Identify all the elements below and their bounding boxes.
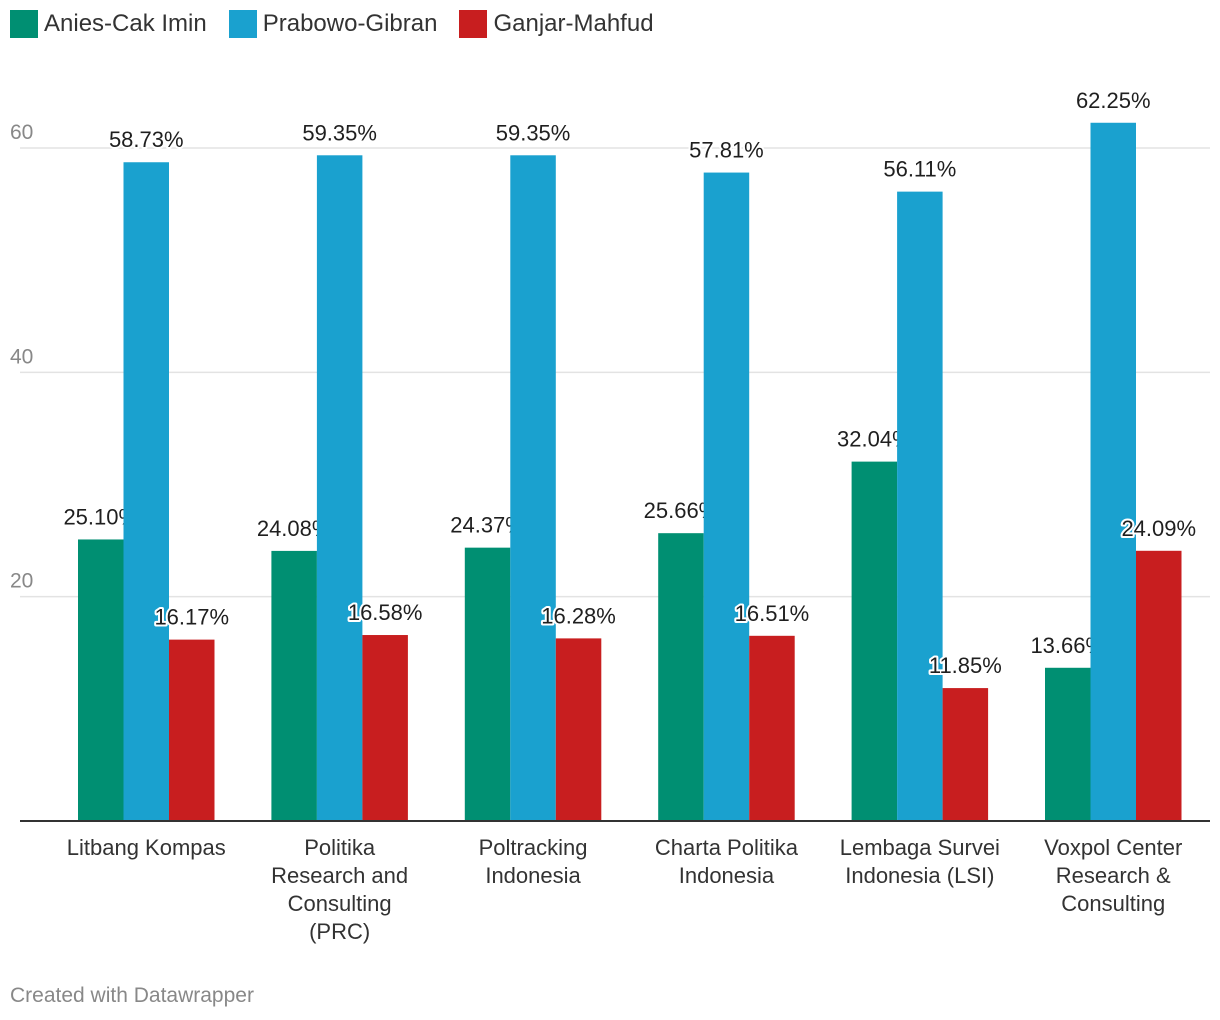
legend-label-prabowo-gibran: Prabowo-Gibran xyxy=(262,10,438,37)
category-label-charta-politika-indonesia-line-1: Charta Politika xyxy=(655,835,799,860)
legend-item-prabowo-gibran: Prabowo-Gibran xyxy=(228,10,438,38)
category-label-voxpol-center-research-consulting-line-2: Research & xyxy=(1056,863,1171,888)
bar-prabowo-gibran-litbang-kompas xyxy=(123,162,169,821)
value-label-prabowo-gibran-charta-politika-indonesia: 57.81% xyxy=(689,138,764,163)
category-label-politika-research-and-consulting-prc-line-3: Consulting xyxy=(288,891,392,916)
bar-prabowo-gibran-voxpol-center-research-consulting xyxy=(1090,122,1136,821)
bar-anies-cak-imin-litbang-kompas xyxy=(78,539,124,821)
legend-label-ganjar-mahfud: Ganjar-Mahfud xyxy=(493,10,654,37)
bar-anies-cak-imin-charta-politika-indonesia xyxy=(658,533,704,821)
bar-anies-cak-imin-poltracking-indonesia xyxy=(464,547,511,821)
category-label-politika-research-and-consulting-prc-line-2: Research and xyxy=(271,863,408,888)
legend-swatch-ganjar-mahfud xyxy=(459,10,488,38)
value-label-ganjar-mahfud-poltracking-indonesia: 16.28% xyxy=(541,603,616,628)
value-label-ganjar-mahfud-politika-research-and-consulting-prc: 16.58% xyxy=(348,600,423,625)
category-label-lembaga-survei-indonesia-lsi-line-1: Lembaga Survei xyxy=(840,835,1000,860)
y-tick-label-20: 20 xyxy=(10,570,33,593)
category-label-politika-research-and-consulting-prc-line-4: (PRC) xyxy=(309,919,370,944)
legend-item-ganjar-mahfud: Ganjar-Mahfud xyxy=(459,10,654,38)
value-label-prabowo-gibran-voxpol-center-research-consulting: 62.25% xyxy=(1076,88,1151,113)
value-label-prabowo-gibran-poltracking-indonesia: 59.35% xyxy=(496,120,571,145)
category-label-politika-research-and-consulting-prc-line-1: Politika xyxy=(304,835,376,860)
bar-prabowo-gibran-charta-politika-indonesia xyxy=(703,172,750,821)
legend-swatch-anies-cak-imin xyxy=(10,10,38,38)
category-label-voxpol-center-research-consulting-line-3: Consulting xyxy=(1061,891,1165,916)
bar-ganjar-mahfud-litbang-kompas xyxy=(169,639,215,821)
bar-prabowo-gibran-politika-research-and-consulting-prc xyxy=(316,155,363,821)
category-label-litbang-kompas-line-1: Litbang Kompas xyxy=(67,835,226,860)
category-label-poltracking-indonesia-line-1: Poltracking xyxy=(479,835,588,860)
value-label-prabowo-gibran-lembaga-survei-indonesia-lsi: 56.11% xyxy=(883,157,956,182)
datawrapper-credit: Created with Datawrapper xyxy=(10,984,254,1007)
legend-item-anies-cak-imin: Anies-Cak Imin xyxy=(10,10,207,38)
value-label-ganjar-mahfud-voxpol-center-research-consulting: 24.09% xyxy=(1121,516,1196,541)
legend-label-anies-cak-imin: Anies-Cak Imin xyxy=(44,10,207,37)
value-label-prabowo-gibran-politika-research-and-consulting-prc: 59.35% xyxy=(302,120,377,145)
bar-anies-cak-imin-politika-research-and-consulting-prc xyxy=(271,550,317,821)
bar-anies-cak-imin-voxpol-center-research-consulting xyxy=(1045,667,1091,821)
bar-prabowo-gibran-poltracking-indonesia xyxy=(510,155,556,821)
bar-ganjar-mahfud-charta-politika-indonesia xyxy=(749,635,795,821)
category-label-lembaga-survei-indonesia-lsi-line-2: Indonesia (LSI) xyxy=(845,863,994,888)
category-label-voxpol-center-research-consulting-line-1: Voxpol Center xyxy=(1044,835,1182,860)
value-label-prabowo-gibran-litbang-kompas: 58.73% xyxy=(109,127,184,152)
bar-ganjar-mahfud-politika-research-and-consulting-prc xyxy=(362,635,408,821)
bar-ganjar-mahfud-voxpol-center-research-consulting xyxy=(1136,550,1182,821)
legend-swatch-prabowo-gibran xyxy=(228,10,257,38)
bar-ganjar-mahfud-lembaga-survei-indonesia-lsi xyxy=(942,688,989,821)
bar-prabowo-gibran-lembaga-survei-indonesia-lsi xyxy=(897,191,943,822)
value-label-ganjar-mahfud-charta-politika-indonesia: 16.51% xyxy=(735,601,810,626)
bar-ganjar-mahfud-poltracking-indonesia xyxy=(555,638,602,821)
legend: Anies-Cak Imin Prabowo-Gibran Ganjar-Mah… xyxy=(10,10,654,38)
bar-anies-cak-imin-lembaga-survei-indonesia-lsi xyxy=(851,461,898,821)
category-label-charta-politika-indonesia-line-2: Indonesia xyxy=(679,863,775,888)
value-label-ganjar-mahfud-lembaga-survei-indonesia-lsi: 11.85% xyxy=(929,653,1002,678)
category-label-poltracking-indonesia-line-2: Indonesia xyxy=(485,863,581,888)
y-tick-label-60: 60 xyxy=(10,121,33,144)
value-label-ganjar-mahfud-litbang-kompas: 16.17% xyxy=(154,605,229,630)
y-tick-label-40: 40 xyxy=(10,345,33,368)
